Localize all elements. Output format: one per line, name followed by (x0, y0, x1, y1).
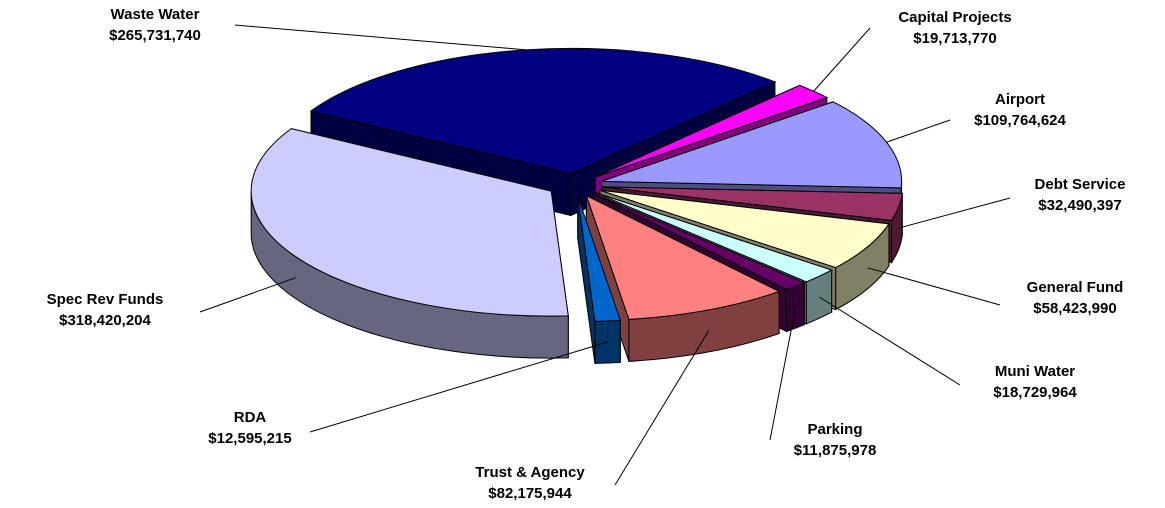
leader-line (769, 307, 797, 441)
slice-value-label: $265,731,740 (109, 27, 201, 44)
leader-line (813, 27, 871, 92)
leader-line (309, 341, 608, 433)
slice (595, 192, 833, 283)
slice-label: Trust & Agency (475, 464, 585, 481)
slice (585, 194, 781, 320)
slice-label: Capital Projects (898, 9, 1011, 26)
slice-label: Spec Rev Funds (47, 291, 164, 308)
slice-label: Muni Water (995, 363, 1075, 380)
slice-label: RDA (234, 409, 267, 426)
leader-line (614, 330, 710, 486)
slice-label: Debt Service (1035, 176, 1126, 193)
leader-line (234, 24, 527, 51)
slice (593, 193, 806, 290)
slice-wall (594, 319, 621, 364)
slice (599, 189, 890, 269)
slice-value-label: $19,713,770 (913, 30, 996, 47)
slice (602, 186, 903, 221)
slice-value-label: $11,875,978 (794, 442, 877, 459)
tops (250, 47, 903, 322)
slice (309, 47, 777, 174)
slice-label: Waste Water (111, 6, 200, 23)
slice-label: General Fund (1027, 279, 1124, 296)
slice (250, 128, 569, 317)
leader-line (898, 197, 1011, 229)
slice-value-label: $32,490,397 (1038, 197, 1121, 214)
slice-value-label: $82,175,944 (488, 485, 572, 502)
slice-label: Airport (995, 91, 1045, 108)
leader-line (199, 277, 296, 313)
slice-value-label: $58,423,990 (1033, 300, 1116, 317)
leader-line (886, 119, 951, 143)
slice (577, 196, 621, 322)
slice-value-label: $12,595,215 (208, 430, 291, 447)
leader-line (867, 267, 1001, 306)
slice-wall (785, 281, 805, 333)
slice-value-label: $318,420,204 (59, 312, 151, 329)
leader-line (819, 296, 961, 386)
slice-value-label: $109,764,624 (974, 112, 1066, 129)
slice-value-label: $18,729,964 (993, 384, 1077, 401)
slice-label: Parking (807, 421, 862, 438)
